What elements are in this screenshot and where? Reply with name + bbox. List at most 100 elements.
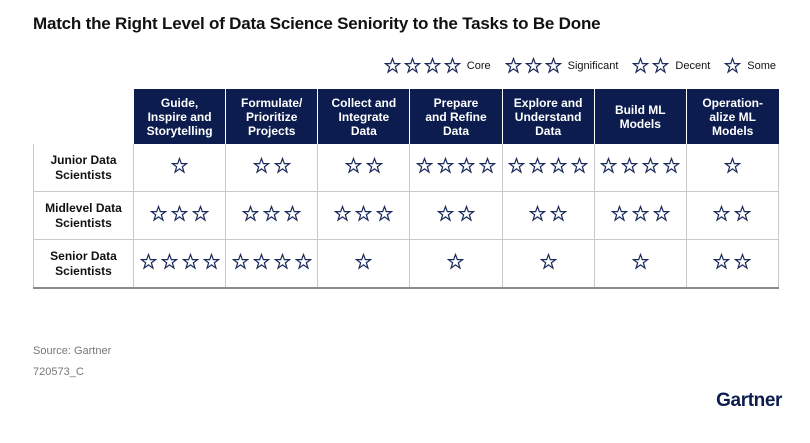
rating-cell [132, 144, 227, 192]
page-title: Match the Right Level of Data Science Se… [33, 14, 601, 33]
table-row-junior: Junior Data Scientists [33, 144, 780, 192]
star-icon [415, 156, 433, 174]
rating-stars [139, 252, 220, 270]
star-icon [273, 252, 291, 270]
rating-cell [593, 144, 687, 192]
star-icon [242, 204, 260, 222]
source-note: Source: Gartner [33, 345, 112, 357]
column-header-text: Explore and [513, 95, 583, 110]
row-header: Junior Data Scientists [33, 144, 134, 192]
rating-stars [713, 204, 752, 222]
rating-stars [713, 252, 752, 270]
row-header-text: Scientists [55, 215, 112, 230]
column-header-guide: Guide, Inspire and Storytelling [132, 89, 226, 144]
column-header-collect: Collect and Integrate Data [317, 89, 410, 144]
star-icon [365, 156, 383, 174]
star-icon [457, 156, 475, 174]
rating-stars [242, 204, 302, 222]
legend-stars [724, 57, 742, 74]
star-icon [529, 204, 547, 222]
star-icon [544, 57, 562, 74]
legend-stars [632, 57, 670, 74]
rating-cell [409, 191, 503, 240]
star-icon [734, 204, 752, 222]
row-header: Senior Data Scientists [33, 239, 134, 289]
rating-stars [334, 204, 394, 222]
column-header-text: and Refine [425, 109, 487, 124]
rating-cell [409, 239, 503, 289]
star-icon [508, 156, 526, 174]
star-icon [631, 204, 649, 222]
column-header-text: Data [535, 123, 562, 138]
star-icon [529, 156, 547, 174]
star-icon [610, 204, 628, 222]
star-icon [632, 57, 650, 74]
rating-stars [600, 156, 681, 174]
column-header-formulate: Formulate/ Prioritize Projects [225, 89, 318, 144]
rating-stars [436, 204, 475, 222]
column-header-prepare: Prepare and Refine Data [409, 89, 503, 144]
star-icon [171, 204, 189, 222]
column-header-build: Build ML Models [593, 89, 687, 144]
column-header-text: Formulate/ [241, 95, 303, 110]
rating-cell [685, 144, 780, 192]
star-icon [436, 156, 454, 174]
rating-cell [593, 191, 687, 240]
rating-stars [150, 204, 210, 222]
seniority-task-matrix: Guide, Inspire and Storytelling Formulat… [33, 89, 780, 289]
legend-item-significant: Significant [504, 57, 618, 74]
star-icon [550, 156, 568, 174]
star-icon [334, 204, 352, 222]
star-icon [652, 57, 670, 74]
rating-stars [610, 204, 670, 222]
star-icon [642, 156, 660, 174]
legend-label: Some [747, 59, 776, 72]
star-icon [192, 204, 210, 222]
star-icon [403, 57, 421, 74]
star-icon [504, 57, 522, 74]
star-icon [252, 156, 270, 174]
rating-cell [225, 144, 319, 192]
star-icon [181, 252, 199, 270]
column-header-text: Prioritize [246, 109, 298, 124]
column-header-text: Models [619, 116, 661, 131]
row-header: Midlevel Data Scientists [33, 191, 134, 240]
column-header-text: Guide, [160, 95, 199, 110]
star-icon [150, 204, 168, 222]
column-header-text: Projects [248, 123, 296, 138]
rating-cell [685, 239, 780, 289]
row-header-text: Junior Data [50, 152, 117, 167]
star-icon [263, 204, 281, 222]
star-icon [723, 156, 741, 174]
star-icon [160, 252, 178, 270]
row-header-text: Scientists [55, 167, 112, 182]
star-icon [376, 204, 394, 222]
rating-stars [508, 156, 589, 174]
star-icon [713, 252, 731, 270]
rating-stars [344, 156, 383, 174]
legend-item-decent: Decent [632, 57, 710, 74]
star-icon [252, 252, 270, 270]
rating-stars [231, 252, 312, 270]
star-icon [383, 57, 401, 74]
column-header-operationalize: Operation- alize ML Models [685, 89, 779, 144]
rating-stars [415, 156, 496, 174]
star-icon [539, 252, 557, 270]
rating-stars [355, 252, 373, 270]
rating-stars [539, 252, 557, 270]
star-icon [550, 204, 568, 222]
rating-stars [723, 156, 741, 174]
rating-stars [529, 204, 568, 222]
table-row-midlevel: Midlevel Data Scientists [33, 191, 780, 240]
gartner-logo: Gartner [716, 390, 782, 411]
star-icon [344, 156, 362, 174]
column-header-text: alize ML [709, 109, 757, 124]
rating-cell [409, 144, 503, 192]
star-icon [631, 252, 649, 270]
star-icon [600, 156, 618, 174]
star-icon [139, 252, 157, 270]
star-icon [663, 156, 681, 174]
star-icon [355, 204, 373, 222]
column-header-text: Collect and [331, 95, 397, 110]
rating-cell [685, 191, 780, 240]
